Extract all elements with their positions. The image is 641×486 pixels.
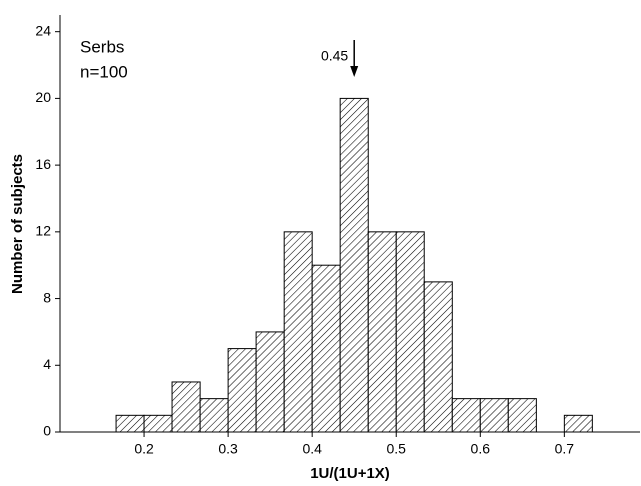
x-tick-label: 0.3 bbox=[218, 441, 238, 457]
y-tick-label: 4 bbox=[43, 356, 51, 372]
bar bbox=[479, 398, 509, 433]
bar bbox=[395, 231, 425, 433]
y-tick-label: 24 bbox=[35, 22, 51, 38]
bar bbox=[451, 398, 481, 433]
x-tick-label: 0.7 bbox=[555, 441, 575, 457]
bar bbox=[339, 97, 369, 433]
bar bbox=[255, 331, 285, 433]
bar bbox=[115, 414, 145, 433]
x-tick-label: 0.6 bbox=[471, 441, 491, 457]
y-tick-label: 0 bbox=[43, 423, 51, 439]
y-tick-label: 8 bbox=[43, 289, 51, 305]
annotation: Serbs bbox=[80, 37, 124, 56]
bar bbox=[423, 281, 453, 433]
x-tick-label: 0.5 bbox=[386, 441, 406, 457]
annotation: 0.45 bbox=[321, 48, 348, 64]
y-tick-label: 20 bbox=[35, 89, 51, 105]
bar bbox=[199, 398, 229, 433]
x-tick-label: 0.2 bbox=[134, 441, 154, 457]
bar bbox=[227, 348, 257, 433]
y-axis-label: Number of subjects bbox=[9, 154, 26, 294]
annotation: n=100 bbox=[80, 62, 128, 81]
bar bbox=[367, 231, 397, 433]
y-tick-label: 16 bbox=[35, 156, 51, 172]
x-tick-label: 0.4 bbox=[302, 441, 322, 457]
bar bbox=[283, 231, 313, 433]
bar bbox=[171, 381, 201, 433]
bar bbox=[563, 414, 593, 433]
bar bbox=[311, 264, 341, 433]
x-axis-label: 1U/(1U+1X) bbox=[310, 465, 390, 482]
annotation-arrowhead bbox=[350, 66, 359, 77]
bar bbox=[143, 414, 173, 433]
y-tick-label: 12 bbox=[35, 223, 51, 239]
bar bbox=[507, 398, 537, 433]
